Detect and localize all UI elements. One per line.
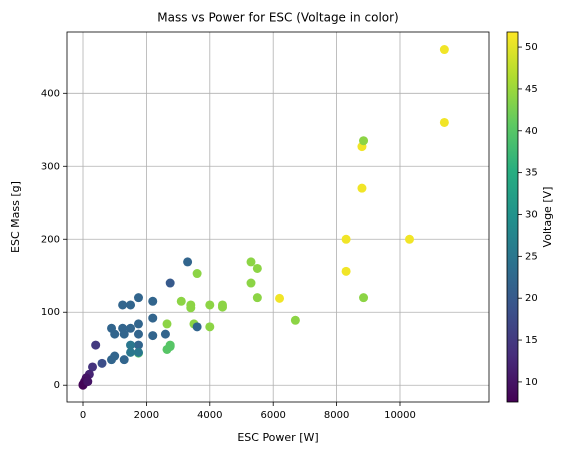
point [126,340,136,350]
point [357,183,367,193]
colorbar-label: Voltage [V] [541,187,554,248]
colorbar-tick-label: 10 [525,377,538,388]
point [290,315,300,325]
y-tick-label: 200 [41,234,60,245]
y-tick-label: 0 [54,380,60,391]
plot-frame [66,31,490,403]
point [126,300,136,310]
point [119,355,129,365]
point [97,358,107,368]
point [83,377,93,387]
point [359,136,369,146]
y-tick-label: 100 [41,307,60,318]
point [192,322,202,332]
point [252,263,262,273]
point [217,300,227,310]
point [148,331,158,341]
colorbar [506,31,519,403]
point [88,362,98,372]
point [133,329,143,339]
colorbar-tick-label: 15 [525,335,538,346]
point [118,300,128,310]
x-tick-label: 8000 [324,410,349,421]
point [126,323,136,333]
point [186,303,196,313]
point [165,342,175,352]
point [126,347,136,357]
x-axis-label: ESC Power [W] [237,431,318,444]
point [165,278,175,288]
point [110,351,120,361]
colorbar-tick-label: 45 [525,84,538,95]
point [91,340,101,350]
point [119,329,129,339]
point [246,278,256,288]
point [246,257,256,267]
point [133,347,143,357]
chart-title: Mass vs Power for ESC (Voltage in color) [157,11,399,25]
point [133,293,143,303]
point [205,300,215,310]
colorbar-tick-label: 30 [525,209,538,220]
point [341,234,351,244]
point [205,322,215,332]
point [192,269,202,279]
y-axis-label: ESC Mass [g] [9,181,22,253]
point [148,296,158,306]
x-tick-label: 0 [80,410,86,421]
point [183,257,193,267]
colorbar-tick-label: 35 [525,168,538,179]
colorbar-tick-label: 50 [525,42,538,53]
point [439,45,449,55]
point [275,293,285,303]
point [359,293,369,303]
x-tick-label: 6000 [260,410,285,421]
point [133,340,143,350]
x-tick-label: 2000 [134,410,159,421]
point [148,313,158,323]
point [341,266,351,276]
point [405,234,415,244]
y-tick-label: 400 [41,88,60,99]
point [162,319,172,329]
point [176,296,186,306]
point [160,329,170,339]
point [133,319,143,329]
colorbar-tick-label: 20 [525,293,538,304]
y-tick-label: 300 [41,161,60,172]
x-tick-label: 10000 [384,410,416,421]
point [252,293,262,303]
colorbar-tick-label: 25 [525,251,538,262]
point [439,117,449,127]
x-tick-label: 4000 [197,410,222,421]
point [110,329,120,339]
colorbar-tick-label: 40 [525,126,538,137]
